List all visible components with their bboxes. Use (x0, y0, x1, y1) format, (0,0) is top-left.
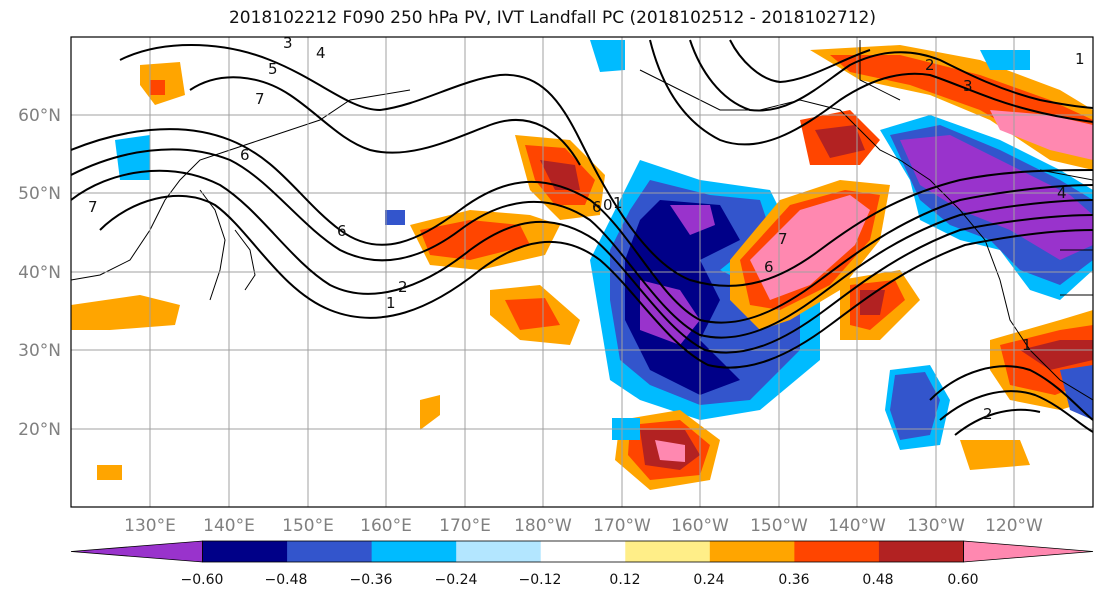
colorbar-tick-label: 0.24 (693, 572, 724, 588)
colorbar-tick-label: −0.36 (350, 572, 393, 588)
contour-label: 4 (1057, 184, 1067, 202)
contour-label: 5 (268, 60, 278, 78)
contour-label: 2 (398, 278, 408, 296)
contour-label: 1 (1022, 336, 1032, 354)
contour-label: 7 (778, 230, 788, 248)
pv-contours (71, 39, 1093, 436)
colorbar-segment (540, 541, 626, 562)
colorbar-segment (371, 541, 457, 562)
map-title: 2018102212 F090 250 hPa PV, IVT Landfall… (228, 8, 876, 28)
lon-label: 170°E (439, 516, 491, 536)
colorbar-tick-label: 0.12 (609, 572, 640, 588)
map-border (70, 36, 1094, 508)
lon-label: 150°W (750, 516, 808, 536)
colorbar-tick-label: 0.36 (778, 572, 809, 588)
contour-label: 6 (764, 258, 774, 276)
colorbar-tick-labels: −0.60 −0.48 −0.36 −0.24 −0.12 0.12 0.24 … (181, 572, 979, 588)
contour-label: 2 (983, 405, 993, 423)
colorbar-arrow-right (963, 540, 1094, 563)
lat-label: 30°N (18, 341, 61, 361)
colorbar-tick-label: −0.48 (265, 572, 308, 588)
colorbar-segment (794, 541, 880, 562)
colorbar-tick-label: 0.60 (947, 572, 978, 588)
lon-label: 150°E (282, 516, 334, 536)
contour-label: 0 (603, 196, 613, 214)
colorbar-segment (287, 541, 373, 562)
contour-label: 1 (386, 294, 396, 312)
lat-label: 60°N (18, 106, 61, 126)
colorbar-segment (625, 541, 711, 562)
contour-label: 7 (88, 198, 98, 216)
colorbar-tick-label: −0.12 (519, 572, 562, 588)
colorbar-segment (878, 541, 964, 562)
lat-label: 20°N (18, 420, 61, 440)
colorbar-arrow-left (70, 540, 203, 563)
lat-label: 50°N (18, 184, 61, 204)
lon-label: 130°E (124, 516, 176, 536)
colorbar-outline (202, 540, 964, 563)
graticule (71, 37, 1093, 507)
colorbar-segment (202, 541, 288, 562)
contour-label: 6 (337, 222, 347, 240)
lon-label: 120°W (985, 516, 1043, 536)
contour-label: 4 (316, 44, 326, 62)
colorbar-tick-label: −0.24 (435, 572, 478, 588)
colorbar-tick-label: 0.48 (862, 572, 893, 588)
contour-label: 6 (240, 146, 250, 164)
contour-label: 7 (255, 90, 265, 108)
lat-label: 40°N (18, 263, 61, 283)
lon-label: 130°W (907, 516, 965, 536)
contour-label: 1 (1075, 50, 1085, 68)
lon-label: 170°W (593, 516, 651, 536)
latitude-labels: 60°N 50°N 40°N 30°N 20°N (18, 106, 61, 440)
colorbar-segment (709, 541, 795, 562)
lon-label: 140°E (203, 516, 255, 536)
colorbar (70, 540, 1094, 563)
lon-label: 180°W (514, 516, 572, 536)
lon-label: 160°E (360, 516, 412, 536)
colorbar-tick-label: −0.60 (181, 572, 224, 588)
contour-label: 3 (963, 77, 973, 95)
contour-label: 6 (592, 198, 602, 216)
lon-label: 160°W (671, 516, 729, 536)
contour-label: 1 (613, 194, 623, 212)
longitude-labels: 130°E 140°E 150°E 160°E 170°E 180°W 170°… (124, 516, 1043, 536)
contour-labels: 3 4 5 7 6 7 2 1 6 6 0 1 7 6 1 2 3 4 1 2 (88, 34, 1085, 423)
colorbar-segment (456, 541, 542, 562)
contour-label: 2 (925, 56, 935, 74)
lon-label: 140°W (828, 516, 886, 536)
contour-label: 3 (283, 34, 293, 52)
